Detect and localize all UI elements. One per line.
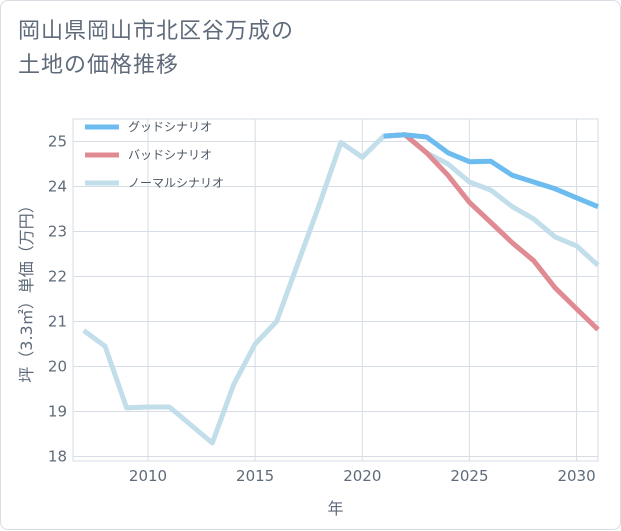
y-tick-label: 18 [48, 448, 67, 466]
y-tick-label: 22 [48, 268, 67, 286]
legend-label: グッドシナリオ [128, 120, 212, 134]
x-tick-label: 2030 [557, 467, 595, 485]
y-tick-label: 21 [48, 313, 67, 331]
tick-labels: 18 19 20 21 22 23 24 25 2010 2015 2020 2025 2030 [48, 133, 596, 486]
series-line-bad [383, 132, 600, 332]
plot-area [72, 118, 599, 462]
x-axis-label: 年 [327, 499, 343, 518]
legend-label: ノーマルシナリオ [128, 176, 224, 190]
y-tick-label: 24 [48, 178, 67, 196]
x-tick-label: 2025 [450, 467, 488, 485]
y-tick-label: 20 [48, 358, 67, 376]
legend-label: バッドシナリオ [128, 148, 212, 162]
chart-title: 岡山県岡山市北区谷万成の 土地の価格推移 [18, 19, 295, 78]
x-tick-label: 2015 [236, 467, 274, 485]
series-lines [82, 132, 600, 446]
y-tick-label: 25 [48, 133, 67, 151]
y-axis-label: 坪（3.3㎡）単価（万円） [17, 197, 36, 382]
grid [72, 118, 599, 462]
y-tick-label: 23 [48, 223, 67, 241]
x-tick-label: 2010 [129, 467, 167, 485]
series-line-normal [82, 132, 600, 446]
series-line-good [383, 132, 599, 210]
x-tick-label: 2020 [343, 467, 381, 485]
y-tick-label: 19 [48, 403, 67, 421]
